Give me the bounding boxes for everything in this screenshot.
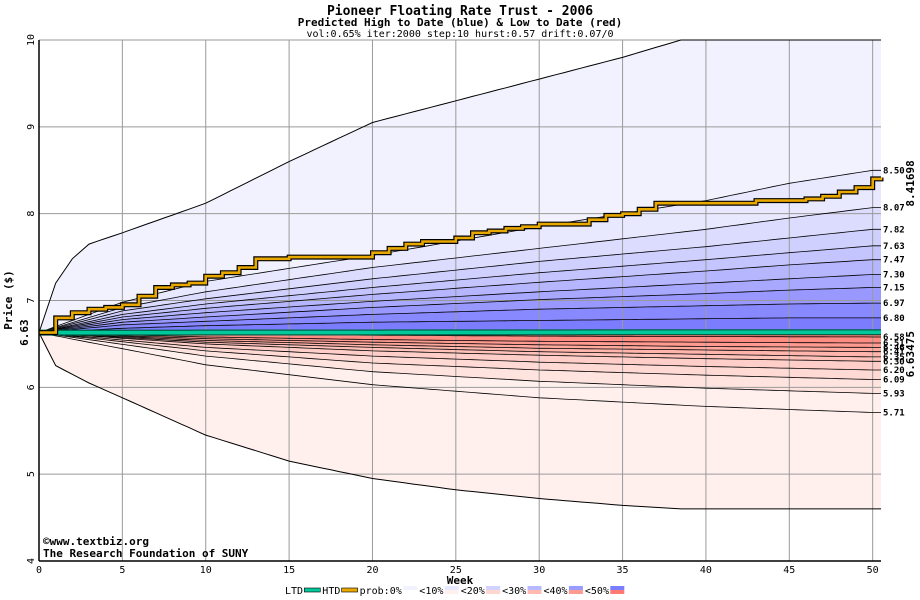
legend-swatch (444, 586, 459, 590)
x-axis-label: Week (447, 574, 474, 587)
high-level-label: 8.07 (883, 204, 905, 214)
band-boundary-line (38, 317, 881, 333)
legend-swatch (303, 587, 321, 593)
band-boundary-line (38, 332, 881, 413)
htd-last-label: 8.41698 (904, 160, 917, 206)
chart-subtitle: Predicted High to Date (blue) & Low to D… (298, 16, 623, 29)
series-lines (38, 39, 884, 510)
legend-label: LTD (285, 586, 303, 597)
legend-swatch (341, 587, 358, 593)
legend-swatch (486, 590, 501, 594)
low-level-label: 6.30 (883, 357, 905, 367)
chart-title: Pioneer Floating Rate Trust - 2006 (327, 4, 593, 19)
band-boundary-line (38, 332, 881, 371)
x-tick-label: 40 (700, 565, 712, 576)
htd-line (39, 177, 883, 334)
high-level-label: 6.97 (883, 299, 905, 309)
legend-swatch (403, 586, 418, 590)
y-tick-label: 5 (26, 471, 37, 477)
high-level-label: 7.30 (883, 270, 905, 280)
legend-label: <40% (544, 586, 568, 597)
legend-label: <50% (585, 586, 609, 597)
probability-bands (39, 40, 881, 509)
low-level-label: 6.51 (883, 339, 905, 349)
legend-swatch (568, 586, 583, 590)
legend: LTD HTD prob:0% <10% <20% <30% <40% <50% (285, 586, 625, 597)
band-boundary-line (38, 228, 881, 333)
level-labels: 8.50 8.07 7.82 7.63 7.47 7.30 7.15 6.97 6.80 6.58… (883, 160, 917, 418)
legend-swatch (610, 586, 625, 590)
x-tick-label: 50 (867, 565, 879, 576)
x-tick-label: 0 (36, 565, 42, 576)
legend-swatch (486, 586, 501, 590)
band-boundary-line (38, 332, 881, 353)
high-level-label: 8.50 (883, 166, 905, 176)
high-level-label: 7.63 (883, 242, 905, 252)
band-boundary-line (38, 332, 881, 394)
legend-swatch (403, 590, 418, 594)
band-boundary-line (38, 245, 881, 333)
band-boundary-line (38, 287, 881, 333)
legend-label: prob:0% (360, 586, 402, 597)
y-tick-label: 10 (26, 34, 37, 46)
x-tick-label: 35 (617, 565, 629, 576)
low-level-label: 6.09 (883, 376, 905, 386)
credit-line-2: The Research Foundation of SUNY (43, 547, 249, 560)
legend-swatch (527, 590, 542, 594)
legend-swatch (527, 586, 542, 590)
high-level-label: 7.82 (883, 225, 905, 235)
high-level-label: 6.80 (883, 314, 905, 324)
band-boundary-line (38, 332, 881, 358)
high-level-label: 7.15 (883, 283, 905, 293)
legend-label: <20% (461, 586, 485, 597)
x-tick-label: 5 (119, 565, 125, 576)
ltd-last-label: 6.63475 (904, 331, 917, 377)
band-boundary-line (38, 274, 881, 333)
band-boundary-line (38, 302, 881, 333)
y-tick-label: 8 (26, 211, 37, 217)
low-level-label: 6.46 (883, 343, 905, 353)
credit-line-1: ©www.textbiz.org (43, 535, 149, 548)
x-tick-label: 30 (533, 565, 545, 576)
band-boundary-line (38, 332, 881, 348)
band-boundary-line (38, 259, 881, 333)
legend-label: <30% (502, 586, 526, 597)
legend-swatch (568, 590, 583, 594)
high-band (39, 317, 881, 333)
low-level-label: 5.93 (883, 389, 905, 399)
y-axis-label: Price ($) (2, 270, 15, 330)
y-tick-label: 7 (26, 297, 37, 303)
legend-swatch (444, 590, 459, 594)
legend-label: <10% (419, 586, 443, 597)
legend-swatch (610, 590, 625, 594)
x-tick-label: 20 (366, 565, 378, 576)
chart-params: vol:0.65% iter:2000 step:10 hurst:0.57 d… (306, 29, 613, 40)
band-boundary-line (38, 207, 881, 333)
low-level-label: 6.35 (883, 353, 905, 363)
x-tick-label: 25 (450, 565, 462, 576)
legend-label: HTD (322, 586, 340, 597)
y-tick-label: 4 (26, 558, 37, 564)
start-price-label: 6.63 (18, 319, 31, 346)
low-level-label: 6.58 (883, 333, 905, 343)
x-tick-label: 15 (283, 565, 295, 576)
outer-low-line (38, 332, 881, 510)
y-tick-label: 6 (26, 384, 37, 390)
x-tick-label: 45 (783, 565, 795, 576)
band-boundary-line (38, 332, 881, 344)
band-boundary-line (38, 332, 881, 362)
band-boundary-line (38, 332, 881, 380)
y-tick-label: 9 (26, 124, 37, 130)
x-tick-label: 10 (200, 565, 212, 576)
low-level-label: 5.71 (883, 409, 905, 419)
outer-high-line (38, 39, 881, 333)
high-level-label: 7.47 (883, 256, 905, 266)
low-level-label: 6.20 (883, 366, 905, 376)
low-level-label: 6.41 (883, 348, 905, 358)
